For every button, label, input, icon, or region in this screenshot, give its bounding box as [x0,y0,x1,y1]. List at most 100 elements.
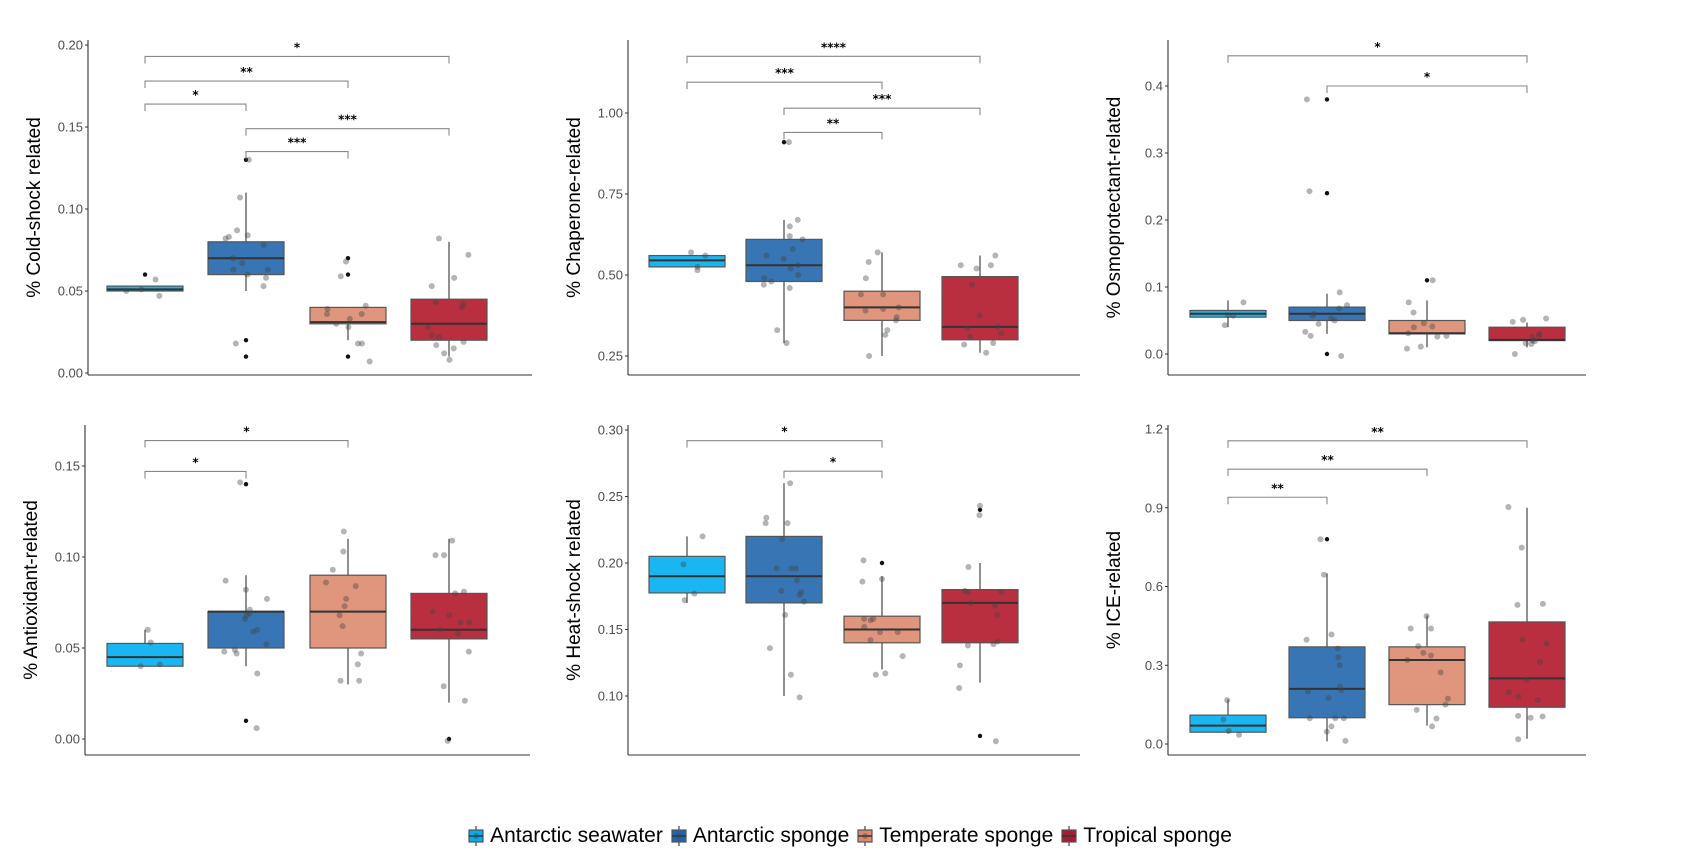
significance-bracket: ** [1227,453,1428,477]
data-point [957,262,964,269]
data-point [343,258,350,265]
data-point [1309,312,1316,319]
data-point [788,565,795,572]
significance-bracket: ** [1227,425,1528,448]
data-point [452,590,459,597]
data-point [1520,316,1527,323]
data-point [230,266,237,273]
data-point [694,267,701,274]
significance-label: ** [1321,453,1334,467]
data-point [967,333,974,340]
box-iqr [410,298,488,341]
data-point [1332,715,1339,722]
legend-label: Antarctic sponge [692,824,850,847]
y-tick-label: 0.0 [1145,737,1163,752]
data-point [681,597,688,604]
bracket-line [686,55,981,64]
data-point [1410,324,1417,331]
bracket-line [144,103,247,112]
data-point [1302,328,1309,335]
data-point [254,670,261,677]
data-point [799,236,806,243]
data-point [138,286,145,293]
data-point [694,263,701,270]
data-point [336,612,343,619]
data-point [446,356,453,363]
data-point [795,272,802,278]
y-tick-label: 0.20 [598,556,623,571]
data-point [232,340,239,347]
data-point [253,725,260,732]
data-point [1328,631,1335,638]
data-point [156,661,163,668]
data-point [976,312,983,319]
data-point [879,575,886,582]
data-point [346,315,353,322]
legend-label: Temperate sponge [879,824,1054,847]
significance-bracket: **** [686,40,981,64]
data-point [1420,649,1427,656]
significance-label: * [192,455,199,469]
y-tick-label: 0.75 [598,187,623,202]
data-point [1539,713,1546,720]
data-point [461,697,468,704]
data-point [222,235,229,242]
data-point [1429,323,1436,330]
outlier-point [345,256,351,261]
data-point [870,615,877,622]
data-point [780,255,787,262]
outlier-point [142,272,148,277]
data-point [976,502,983,509]
legend-key-icon [1061,826,1077,846]
significance-bracket: * [144,425,349,448]
data-point [341,603,348,610]
y-tick-label: 0.0 [1145,347,1163,362]
data-point [787,671,794,678]
data-point [1315,320,1322,327]
data-point [784,520,791,527]
box-antarctic-seawater [648,249,726,274]
bracket-line [686,81,883,90]
y-axis-title: % Heat-shock related [564,499,585,681]
data-point [884,327,891,334]
data-point [450,345,457,352]
data-point [1543,315,1550,322]
data-point [1225,727,1232,734]
outlier-point [243,718,249,723]
y-tick-label: 0.20 [58,38,83,53]
data-point [460,588,467,595]
data-point [451,274,458,281]
data-point [1331,317,1338,324]
data-point [1325,695,1332,702]
outlier-point [243,482,249,487]
data-point [860,557,867,564]
data-point [1527,714,1534,721]
data-point [229,255,236,262]
data-point [1531,338,1538,345]
data-point [1428,625,1435,632]
data-point [1515,736,1522,743]
data-point [137,663,144,670]
data-point [967,599,974,606]
data-point [893,314,900,321]
outlier-point [977,733,983,739]
data-point [1305,688,1312,695]
data-point [1236,731,1243,738]
data-point [1518,544,1525,551]
data-point [1340,715,1347,722]
panel-3: % Osmoprotectant-related 0.0 0.1 0.2 0.3 0.4 *… [1104,40,1586,376]
box-iqr [648,555,726,594]
y-axis-title: % Cold-shock related [24,117,45,298]
box-temperate-sponge [309,256,387,365]
data-point [458,304,465,311]
data-point [763,252,770,259]
data-point [964,325,971,332]
box-iqr [410,592,488,640]
outlier-point [243,354,249,359]
box-tropical-sponge [410,537,488,744]
box-antarctic-seawater [106,272,184,299]
data-point [785,139,792,146]
data-point [1336,662,1343,669]
data-point [882,670,889,677]
data-point [428,332,435,339]
